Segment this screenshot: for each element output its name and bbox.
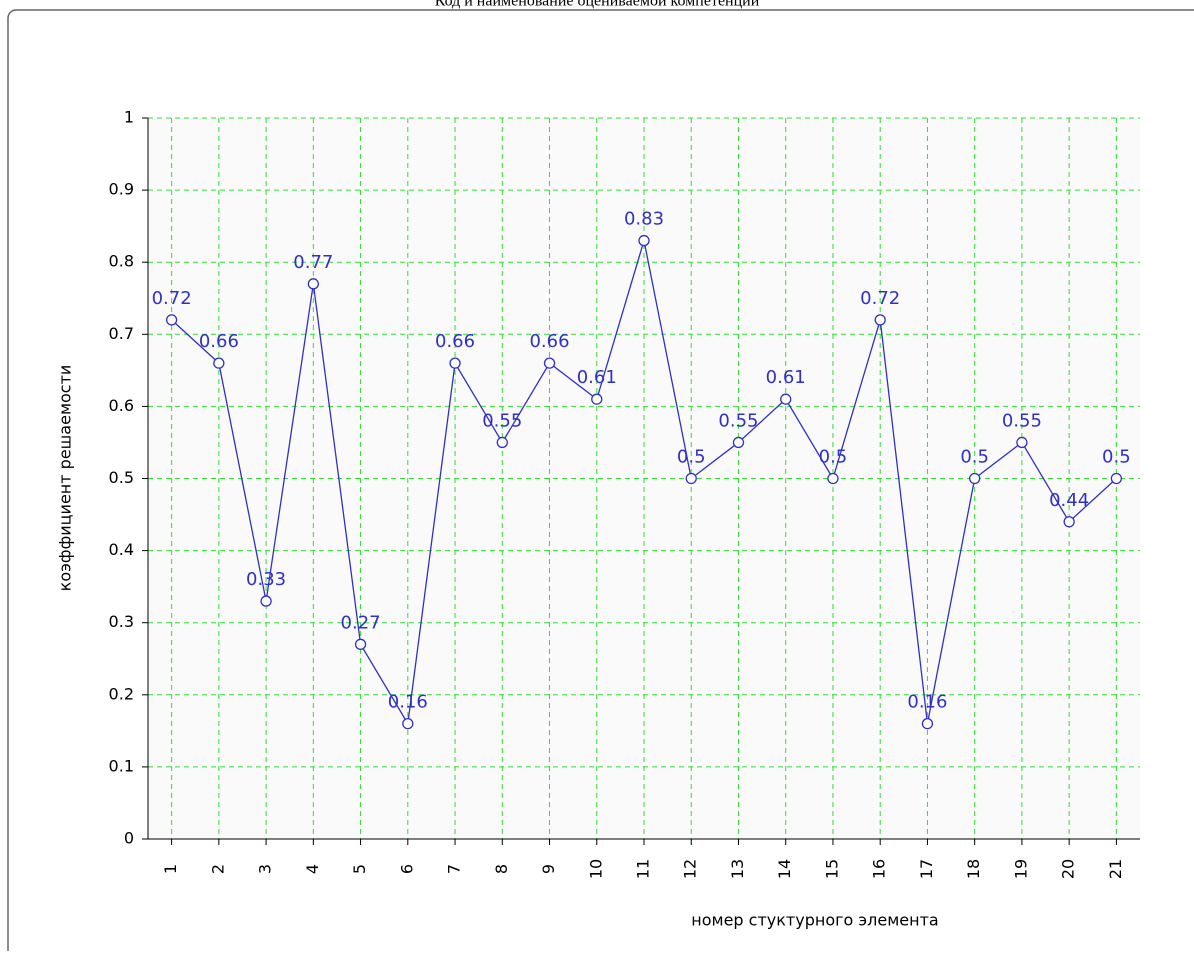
data-point	[402, 717, 414, 730]
x-tick-label: 14	[775, 859, 794, 879]
data-label: 0.33	[246, 569, 286, 590]
data-label: 0.77	[293, 252, 333, 273]
x-tick-label: 8	[492, 864, 511, 874]
x-axis-label: номер стуктурного элемента	[691, 911, 938, 930]
x-tick-label: 21	[1106, 859, 1125, 879]
y-tick-label: 0.2	[109, 684, 134, 703]
x-tick-label: 17	[917, 859, 936, 879]
data-label: 0.66	[529, 331, 569, 352]
y-tick-label: 0.1	[109, 756, 134, 775]
data-point	[543, 357, 556, 369]
x-tick-label: 16	[870, 859, 889, 879]
y-tick-label: 0.4	[109, 540, 134, 559]
data-label: 0.5	[677, 447, 706, 468]
data-label: 0.27	[341, 612, 381, 633]
data-point	[354, 638, 367, 650]
x-tick-label: 12	[681, 859, 700, 879]
y-tick-label: 0.3	[109, 612, 134, 631]
data-label: 0.5	[819, 447, 848, 468]
y-axis-label: коэффициент решаемости	[56, 365, 75, 592]
x-tick-label: 6	[397, 864, 416, 874]
x-tick-label: 1	[161, 864, 180, 874]
marks: 0.72 0.66 0.33 0.77 0.27 0.16 0.66 0.55 0.66 0.61…	[152, 209, 1131, 730]
data-point	[213, 357, 225, 369]
data-label: 0.5	[960, 447, 989, 468]
data-label: 0.44	[1049, 490, 1089, 511]
data-label: 0.61	[766, 367, 806, 388]
data-point	[496, 436, 508, 449]
x-tick-label: 7	[445, 864, 464, 874]
data-label: 0.72	[860, 288, 900, 309]
data-label: 0.5	[1102, 447, 1131, 468]
x-tick-label: 15	[822, 859, 841, 879]
data-point	[685, 472, 697, 485]
x-tick-label: 9	[539, 864, 558, 874]
chart-title: Код и наименование оцениваемой компетенц…	[435, 0, 760, 10]
data-label: 0.83	[624, 209, 664, 230]
data-point	[260, 595, 272, 607]
data-point	[307, 278, 319, 290]
data-point	[969, 472, 981, 485]
y-tick-label: 1	[124, 108, 134, 127]
data-point	[874, 314, 886, 326]
x-tick-label: 13	[728, 859, 747, 879]
data-point	[591, 393, 603, 405]
data-label: 0.16	[388, 692, 428, 713]
data-point	[1063, 516, 1075, 528]
x-tick-label: 3	[256, 864, 275, 874]
data-point	[732, 436, 745, 449]
x-tick-label: 4	[303, 864, 322, 874]
x-tick-label: 10	[586, 859, 605, 879]
x-tick-label: 2	[208, 864, 227, 874]
x-tick-label: 11	[634, 859, 653, 879]
data-point	[827, 472, 839, 485]
y-tick-label: 0.7	[109, 324, 134, 343]
data-label: 0.72	[152, 288, 192, 309]
y-tick-label: 0.5	[109, 468, 134, 487]
y-tick-label: 0	[124, 829, 134, 848]
data-point	[921, 717, 934, 730]
data-point	[638, 234, 650, 247]
data-label: 0.16	[907, 692, 947, 713]
x-tick-label: 19	[1011, 859, 1030, 879]
data-point	[1110, 472, 1123, 485]
x-tick-label: 5	[350, 864, 369, 874]
x-tick-label: 18	[964, 859, 983, 879]
data-label: 0.55	[1002, 410, 1042, 431]
y-tick-label: 0.9	[109, 180, 134, 199]
data-label: 0.55	[718, 410, 758, 431]
data-label: 0.66	[199, 331, 239, 352]
y-tick-label: 0.8	[109, 252, 134, 271]
data-label: 0.61	[577, 367, 617, 388]
data-point	[165, 314, 178, 326]
data-point	[449, 357, 461, 369]
data-label: 0.66	[435, 331, 475, 352]
y-tick-label: 0.6	[109, 396, 134, 415]
data-label: 0.55	[482, 410, 522, 431]
x-tick-label: 20	[1059, 859, 1078, 879]
data-point	[780, 393, 792, 405]
data-point	[1016, 436, 1028, 449]
